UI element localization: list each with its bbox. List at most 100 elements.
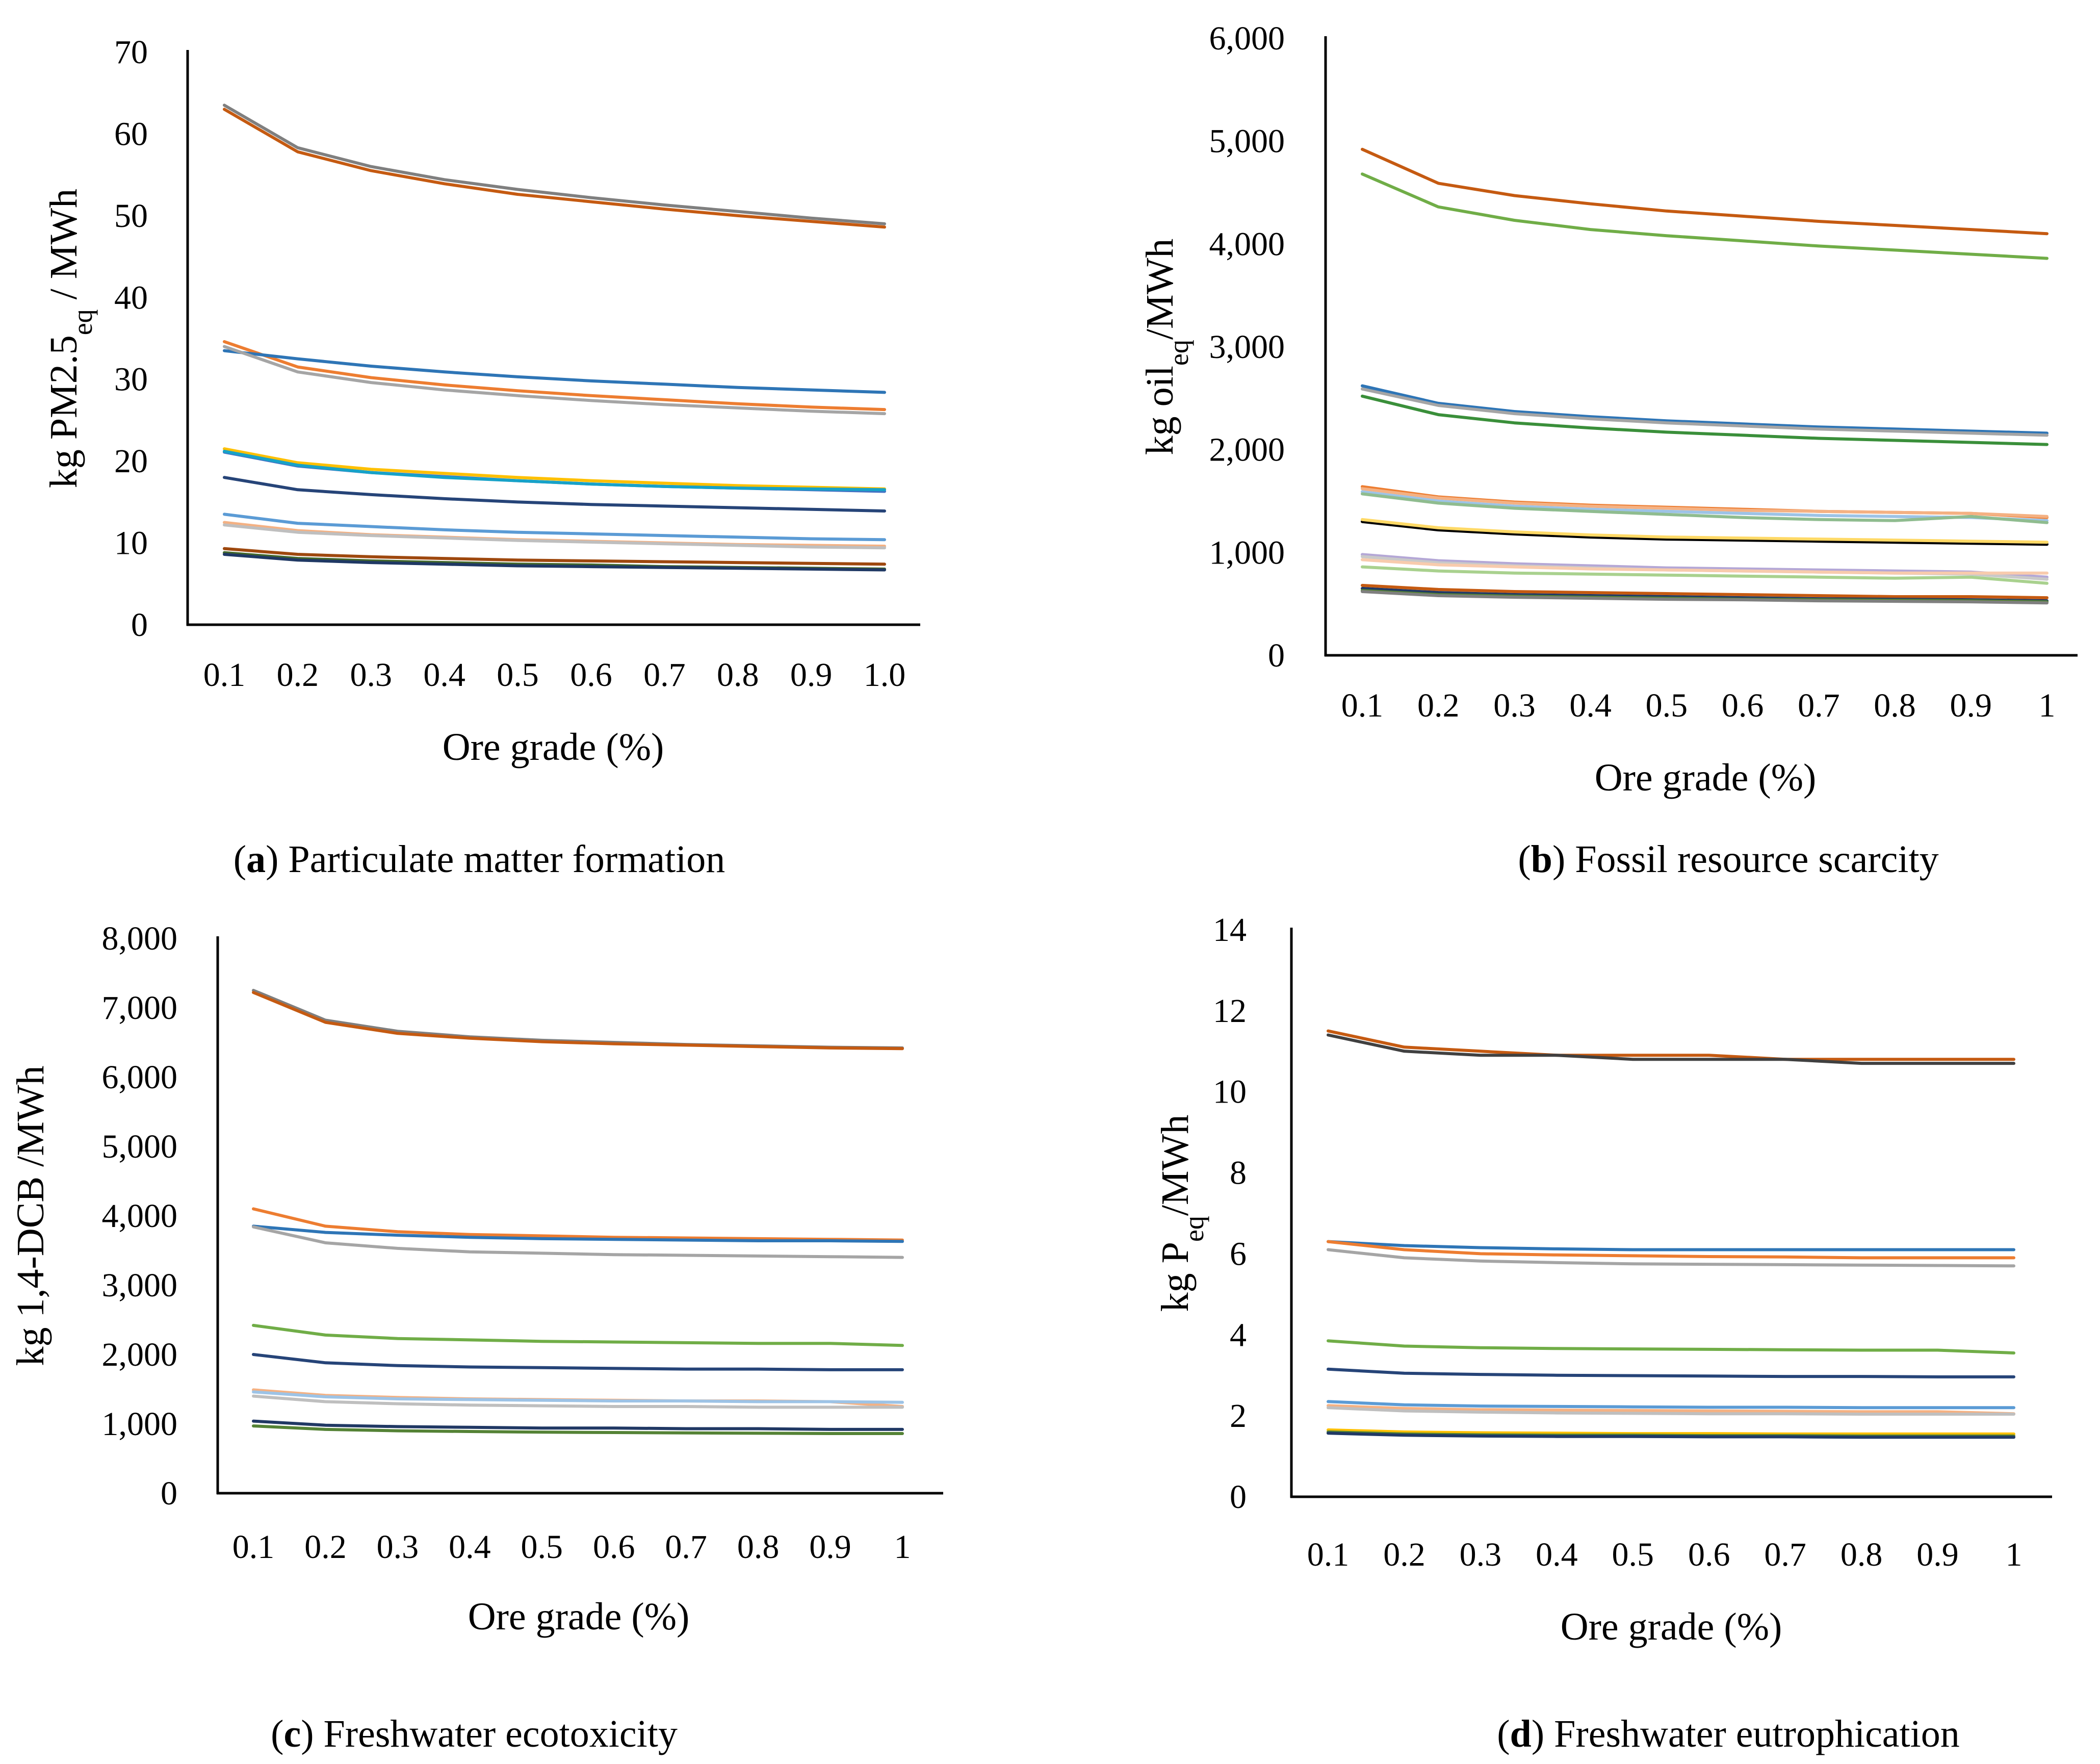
panel-a-x-tick-label: 0.8 <box>717 656 759 694</box>
panel-d-x-tick-label: 0.1 <box>1307 1536 1350 1573</box>
panel-a-series-line-s2 <box>223 108 886 229</box>
panel-d-y-tick-label: 2 <box>1230 1397 1247 1435</box>
panel-a-y-tick-label: 70 <box>114 34 148 71</box>
panel-b-y-ticks: 0 1,000 2,000 3,000 4,000 5,000 6,000 <box>1209 20 1285 674</box>
panel-d-caption: (d) Freshwater eutrophication <box>1497 1712 1960 1755</box>
panel-a-x-axis-title: Ore grade (%) <box>443 726 664 769</box>
panel-c-y-tick-label: 6,000 <box>102 1059 178 1096</box>
panel-c-series-line-s2 <box>252 991 904 1051</box>
panel-d-x-tick-label: 0.5 <box>1612 1536 1654 1573</box>
panel-a-x-tick-label: 0.7 <box>643 656 686 694</box>
panel-c-x-tick-label: 0.7 <box>665 1528 707 1566</box>
panel-a-x-tick-label: 1.0 <box>864 656 906 694</box>
panel-a-y-tick-label: 50 <box>114 197 148 235</box>
panel-a-series-line-s5 <box>223 345 886 416</box>
panel-a-series-line-s3 <box>223 340 886 412</box>
panel-c-series-line-s5 <box>252 1225 904 1259</box>
panel-c-series-line-s4 <box>252 1224 904 1243</box>
panel-d-series-line-s9 <box>1327 1404 2015 1416</box>
panel-d-x-tick-label: 0.4 <box>1536 1536 1578 1573</box>
panel-b-y-tick-label: 6,000 <box>1209 20 1285 57</box>
panel-c-y-tick-label: 2,000 <box>102 1336 178 1373</box>
panel-c-x-tick-label: 0.6 <box>593 1528 635 1566</box>
panel-c-x-tick-label: 0.8 <box>737 1528 780 1566</box>
panel-c-x-tick-label: 0.5 <box>521 1528 563 1566</box>
panel-d-series-line-s5 <box>1327 1248 2015 1268</box>
panel-a-x-tick-label: 0.4 <box>423 656 465 694</box>
panel-b-y-tick-label: 4,000 <box>1209 225 1285 263</box>
panel-b-x-tick-label: 0.2 <box>1417 687 1460 724</box>
panel-a-series-line-s1 <box>223 104 886 225</box>
panel-a-x-tick-label: 0.5 <box>497 656 539 694</box>
panel-c-y-tick-label: 8,000 <box>102 920 178 957</box>
panel-c-series-line-s7 <box>252 1353 904 1371</box>
panel-b-x-tick-label: 0.3 <box>1493 687 1536 724</box>
panel-a-y-tick-label: 30 <box>114 361 148 398</box>
panel-c-series-line-s9 <box>252 1390 904 1404</box>
panel-d-x-tick-label: 0.2 <box>1383 1536 1425 1573</box>
panel-c-series <box>252 989 904 1435</box>
panel-c-y-tick-label: 3,000 <box>102 1267 178 1304</box>
panel-d-y-ticks: 0 2 4 6 8 10 12 14 <box>1213 911 1247 1516</box>
panel-a-x-tick-label: 0.3 <box>350 656 393 694</box>
panel-d-x-tick-label: 0.6 <box>1688 1536 1730 1573</box>
panel-d-series-line-s13 <box>1327 1431 2015 1439</box>
panel-b-series-line-s7 <box>1361 487 2049 518</box>
panel-b-series-line-s14 <box>1361 558 2049 575</box>
panel-a-y-tick-label: 10 <box>114 525 148 562</box>
panel-b-series-line-s16 <box>1361 583 2049 600</box>
panel-b-x-ticks: 0.1 0.2 0.3 0.4 0.5 0.6 0.7 0.8 0.9 1 <box>1341 687 2056 724</box>
panel-a-y-axis-title: kg PM2.5eq / MWh <box>42 189 98 488</box>
panel-c-y-tick-label: 0 <box>161 1475 177 1512</box>
panel-a-caption: (a) Particulate matter formation <box>234 838 725 881</box>
panel-d-freshwater-eutrophication: 0 2 4 6 8 10 12 14 0.1 0.2 0.3 0.4 0.5 0.6 0.7 0.8 0.9 1… <box>1154 911 2052 1755</box>
panel-c-series-line-s3 <box>252 1207 904 1242</box>
panel-a-particulate-matter: 0 10 20 30 40 50 60 70 0.1 0.2 0.3 0.4 0.5 0.6 0.7 0.8… <box>42 34 920 881</box>
panel-a-series-line-s4 <box>223 349 886 394</box>
panel-d-x-ticks: 0.1 0.2 0.3 0.4 0.5 0.6 0.7 0.8 0.9 1 <box>1307 1536 2023 1573</box>
panel-a-x-tick-label: 0.6 <box>570 656 612 694</box>
panel-b-y-axis-title: kg oileq/MWh <box>1138 239 1194 455</box>
panel-a-y-ticks: 0 10 20 30 40 50 60 70 <box>114 34 148 644</box>
panel-a-series-line-s10 <box>223 513 886 542</box>
panel-a-y-tick-label: 0 <box>131 606 148 644</box>
panel-b-x-tick-label: 0.9 <box>1950 687 1992 724</box>
panel-d-series-line-s11 <box>1327 1428 2015 1436</box>
panel-b-y-tick-label: 3,000 <box>1209 328 1285 366</box>
panel-d-series <box>1327 1029 2015 1439</box>
panel-a-series-line-s6 <box>223 447 886 491</box>
panel-c-series-line-s10 <box>252 1394 904 1409</box>
panel-a-series-line-s15 <box>223 553 886 572</box>
panel-b-x-tick-label: 1 <box>2039 687 2056 724</box>
panel-b-series-line-s15 <box>1361 565 2049 585</box>
panel-c-series-line-s1 <box>252 989 904 1050</box>
panel-b-series-line-s5 <box>1361 394 2049 446</box>
panel-c-x-tick-label: 0.1 <box>232 1528 275 1566</box>
panel-d-y-tick-label: 4 <box>1230 1316 1247 1353</box>
panel-c-x-tick-label: 0.9 <box>809 1528 851 1566</box>
panel-b-series <box>1361 147 2049 605</box>
panel-c-y-tick-label: 5,000 <box>102 1128 178 1165</box>
panel-c-x-tick-label: 1 <box>894 1528 911 1566</box>
panel-b-series-line-s1 <box>1361 147 2049 236</box>
panel-a-y-tick-label: 20 <box>114 443 148 480</box>
panel-a-series-line-s13 <box>223 547 886 566</box>
panel-b-series-line-s19 <box>1361 590 2049 605</box>
panel-d-series-line-s8 <box>1327 1400 2015 1410</box>
panel-b-x-tick-label: 0.1 <box>1341 687 1384 724</box>
panel-b-series-line-s10 <box>1361 520 2049 546</box>
panel-a-series <box>223 104 886 572</box>
panel-a-x-tick-label: 0.1 <box>203 656 246 694</box>
panel-d-series-line-s6 <box>1327 1339 2015 1354</box>
panel-b-x-tick-label: 0.7 <box>1798 687 1840 724</box>
panel-c-series-line-s6 <box>252 1323 904 1347</box>
panel-b-x-tick-label: 0.6 <box>1722 687 1764 724</box>
panel-d-series-line-s4 <box>1327 1240 2015 1260</box>
panel-c-freshwater-ecotoxicity: 0 1,000 2,000 3,000 4,000 5,000 6,000 7,000 8,00… <box>9 920 943 1755</box>
panel-c-y-tick-label: 7,000 <box>102 989 178 1027</box>
panel-d-x-tick-label: 0.8 <box>1840 1536 1883 1573</box>
panel-d-series-line-s10 <box>1327 1406 2015 1416</box>
panel-d-x-tick-label: 0.3 <box>1460 1536 1502 1573</box>
